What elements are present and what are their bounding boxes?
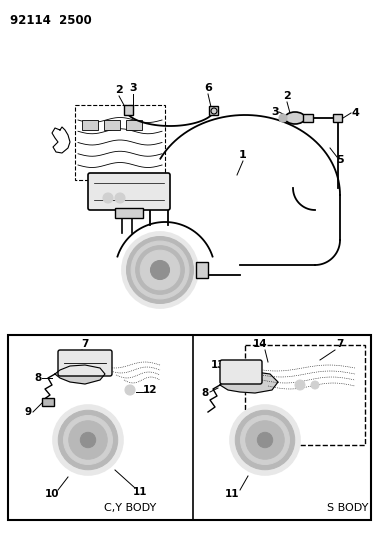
Text: 7: 7	[336, 339, 344, 349]
Circle shape	[295, 380, 305, 390]
Text: 14: 14	[253, 339, 267, 349]
Circle shape	[122, 232, 198, 308]
Circle shape	[311, 381, 319, 389]
FancyBboxPatch shape	[88, 173, 170, 210]
Circle shape	[230, 405, 300, 475]
Circle shape	[235, 410, 295, 470]
Bar	[333, 114, 342, 122]
Text: 10: 10	[45, 489, 59, 499]
Bar	[8, 335, 371, 520]
Circle shape	[69, 421, 107, 459]
Text: C,Y BODY: C,Y BODY	[104, 503, 156, 513]
Bar	[104, 120, 120, 130]
Text: 5: 5	[336, 155, 344, 165]
Text: 9: 9	[24, 407, 31, 417]
Text: 11: 11	[225, 489, 239, 499]
Circle shape	[103, 193, 113, 203]
FancyBboxPatch shape	[58, 350, 112, 376]
Bar	[245, 345, 365, 445]
Circle shape	[127, 237, 193, 303]
Polygon shape	[55, 365, 105, 384]
Bar	[115, 208, 143, 218]
Circle shape	[150, 261, 169, 279]
Text: 2: 2	[115, 85, 123, 95]
Ellipse shape	[285, 112, 305, 124]
FancyBboxPatch shape	[220, 360, 262, 384]
Circle shape	[279, 114, 287, 122]
Circle shape	[241, 416, 290, 464]
Bar	[126, 120, 142, 130]
Text: 8: 8	[34, 373, 42, 383]
Circle shape	[246, 421, 284, 459]
Circle shape	[53, 405, 123, 475]
Bar	[209, 106, 218, 115]
Bar	[303, 114, 313, 122]
Text: 92114  2500: 92114 2500	[10, 14, 92, 27]
Circle shape	[140, 250, 180, 290]
Circle shape	[136, 246, 184, 294]
Text: 2: 2	[283, 91, 291, 101]
Text: 3: 3	[129, 83, 137, 93]
Circle shape	[115, 193, 125, 203]
Circle shape	[257, 432, 273, 448]
Text: 1: 1	[239, 150, 247, 160]
Circle shape	[80, 432, 96, 448]
Bar	[75, 105, 165, 180]
Circle shape	[64, 416, 113, 464]
Text: 3: 3	[271, 107, 279, 117]
Text: S BODY: S BODY	[327, 503, 369, 513]
Polygon shape	[220, 372, 278, 393]
Text: 6: 6	[204, 83, 212, 93]
Bar	[82, 120, 98, 130]
Text: 8: 8	[201, 388, 208, 398]
Circle shape	[125, 385, 135, 395]
Text: 4: 4	[351, 108, 359, 118]
Circle shape	[58, 410, 118, 470]
Circle shape	[131, 241, 189, 299]
Text: 11: 11	[133, 487, 147, 497]
Bar	[124, 105, 133, 115]
Bar	[196, 262, 208, 278]
Text: 12: 12	[143, 385, 157, 395]
Bar	[42, 398, 54, 406]
Text: 13: 13	[211, 360, 225, 370]
Text: 7: 7	[81, 339, 89, 349]
